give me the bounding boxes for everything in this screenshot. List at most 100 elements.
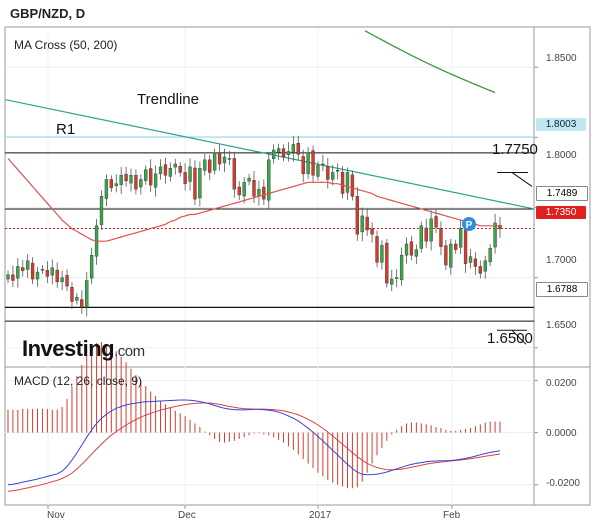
- candle-up: [26, 260, 30, 270]
- candle-up: [75, 297, 79, 301]
- y-tick: 1.7000: [546, 255, 577, 266]
- trendline: [4, 98, 535, 210]
- candle-up: [414, 249, 419, 257]
- candle-up: [99, 196, 104, 225]
- candle-up: [399, 255, 404, 281]
- x-tick: Feb: [443, 510, 461, 521]
- candle-down: [45, 270, 50, 277]
- candle-down: [193, 167, 197, 200]
- candle-up: [144, 169, 148, 181]
- candle-down: [252, 180, 256, 197]
- candle-up: [488, 247, 492, 263]
- target-1-7750-annotation: 1.7750: [492, 141, 538, 158]
- candle-up: [198, 168, 202, 199]
- candle-down: [208, 159, 212, 173]
- candle-up: [6, 274, 10, 280]
- candle-up: [380, 245, 384, 263]
- candle-down: [385, 242, 389, 284]
- candle-down: [80, 299, 84, 308]
- ma-cross-label: MA Cross (50, 200): [14, 38, 118, 52]
- candle-up: [267, 159, 271, 201]
- candle-up: [449, 243, 453, 268]
- candle-down: [301, 156, 305, 175]
- candle-up: [119, 175, 123, 185]
- candle-up: [242, 182, 246, 197]
- candle-up: [331, 172, 335, 180]
- pivot-marker-label: P: [466, 220, 473, 231]
- candle-down: [370, 228, 374, 235]
- candle-up: [291, 144, 296, 153]
- candle-down: [365, 216, 369, 231]
- r1-annotation: R1: [56, 121, 76, 138]
- candle-up: [257, 189, 261, 197]
- candle-down: [311, 150, 315, 176]
- chart-title: GBP/NZD, D: [10, 6, 86, 21]
- candle-up: [35, 271, 40, 280]
- candle-up: [85, 280, 89, 308]
- x-tick: 2017: [309, 510, 332, 521]
- candle-up: [429, 218, 433, 242]
- candle-up: [247, 177, 251, 182]
- level-tag-1-8003: 1.8003: [536, 118, 586, 131]
- candle-up: [203, 159, 207, 171]
- candle-down: [65, 275, 69, 287]
- y-tick: 1.8500: [546, 53, 577, 64]
- candle-up: [316, 165, 320, 177]
- candle-up: [321, 163, 325, 166]
- candle-down: [70, 286, 74, 302]
- candle-down: [473, 258, 478, 267]
- candle-down: [355, 196, 359, 235]
- candle-up: [158, 166, 163, 175]
- logo-name: Investing: [22, 336, 115, 361]
- candle-down: [237, 186, 241, 196]
- x-tick: Dec: [178, 510, 196, 521]
- x-tick: Nov: [47, 510, 65, 521]
- candle-down: [21, 267, 25, 271]
- candle-up: [89, 255, 94, 279]
- price-panel-frame: [4, 26, 591, 368]
- candle-up: [468, 256, 473, 263]
- candle-down: [439, 228, 443, 247]
- candle-down: [478, 266, 482, 274]
- candle-up: [493, 222, 497, 248]
- candle-up: [222, 156, 227, 164]
- candle-down: [281, 148, 286, 158]
- candle-up: [276, 148, 281, 153]
- macd-line: [7, 399, 501, 486]
- candle-down: [454, 243, 458, 250]
- candle-down: [232, 158, 236, 190]
- candle-down: [424, 227, 428, 242]
- candle-up: [419, 225, 423, 249]
- candle-down: [134, 175, 138, 190]
- candle-up: [129, 175, 133, 184]
- candle-up: [286, 151, 291, 155]
- candle-up: [227, 158, 232, 160]
- ma50-line: [7, 158, 500, 242]
- y-tick: 1.8000: [546, 150, 577, 161]
- pivot-marker: [462, 217, 476, 231]
- investing-logo: Investing.com: [22, 336, 145, 362]
- candle-up: [306, 152, 310, 175]
- candle-down: [375, 236, 379, 263]
- candle-down: [340, 171, 345, 194]
- candle-down: [335, 170, 340, 172]
- candle-down: [178, 166, 182, 173]
- candle-down: [296, 143, 300, 155]
- candle-up: [345, 172, 350, 193]
- candle-down: [409, 241, 414, 256]
- candle-up: [114, 183, 118, 186]
- target-pointer-1-7750: [511, 172, 533, 187]
- candle-down: [163, 164, 168, 176]
- y-tick: 1.6500: [546, 320, 577, 331]
- candle-up: [168, 168, 173, 177]
- macd-y-tick: -0.0200: [546, 478, 580, 489]
- candle-down: [183, 172, 187, 184]
- trendline-annotation: Trendline: [137, 91, 199, 108]
- candle-down: [124, 173, 128, 182]
- candle-up: [395, 277, 399, 279]
- target-pointer-1-6500: [511, 329, 527, 345]
- candle-up: [139, 179, 143, 188]
- candle-down: [55, 269, 59, 283]
- candle-down: [326, 166, 330, 180]
